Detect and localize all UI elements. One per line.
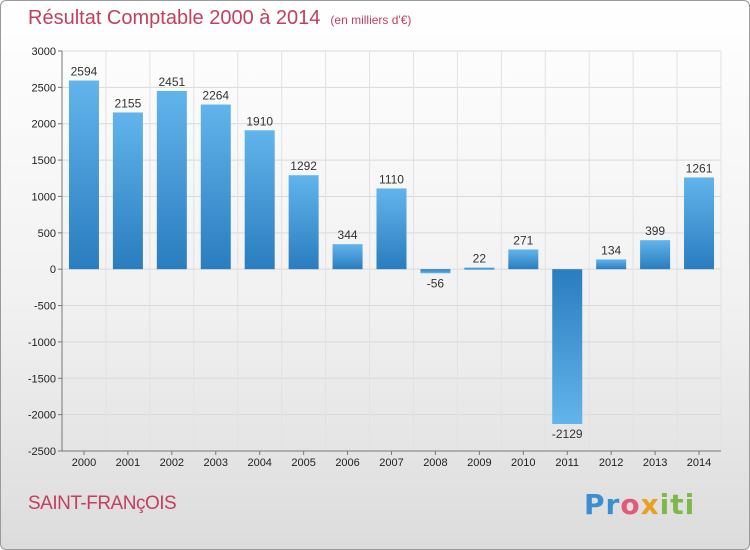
bar-label-2001: 2155 (115, 96, 142, 110)
x-axis: 2000 2001 2002 2003 2004 2005 2006 2007 2008 2009… (62, 450, 721, 469)
bar-2013 (640, 240, 671, 270)
bar-2003 (200, 104, 231, 270)
y-tick-label: 500 (38, 228, 56, 240)
x-tick-label-2004: 2004 (247, 457, 271, 469)
logo-part-2: o (620, 488, 641, 521)
y-tick-label: 0 (50, 264, 56, 276)
bar-label-2007: 1110 (379, 172, 404, 186)
x-tick-label-2005: 2005 (291, 457, 315, 469)
bar-label-2000: 2594 (71, 65, 98, 79)
bar-2001 (112, 112, 143, 270)
town-name: SAINT-FRANçOIS (28, 493, 177, 514)
x-tick-label-2007: 2007 (379, 457, 403, 469)
bar-label-2006: 344 (338, 228, 358, 242)
x-tick-label-2000: 2000 (72, 457, 96, 469)
bar-2010 (508, 249, 539, 270)
bar-label-2002: 2451 (158, 75, 185, 89)
bar-label-2008: -56 (427, 276, 445, 290)
bars (68, 80, 715, 425)
bar-label-2013: 399 (645, 224, 665, 238)
y-tick-label: -1000 (28, 337, 56, 349)
bar-label-2012: 134 (601, 243, 621, 257)
bar-2009 (464, 267, 495, 270)
x-tick-label-2002: 2002 (160, 457, 184, 469)
x-tick-label-2011: 2011 (555, 457, 579, 469)
proxiti-logo[interactable]: Proxiti (584, 488, 695, 521)
bar-2014 (684, 177, 715, 270)
x-tick-label-2010: 2010 (511, 457, 535, 469)
bar-label-2011: -2129 (552, 427, 583, 441)
y-tick-label: 2500 (32, 82, 56, 94)
bar-labels: 2594 2155 2451 2264 1910 1292 344 1110 -56 22 271 -… (71, 65, 713, 441)
x-tick-label-2012: 2012 (599, 457, 623, 469)
y-tick-label: -500 (34, 301, 56, 313)
bar-label-2004: 1910 (246, 114, 273, 128)
bar-2002 (156, 90, 187, 270)
bar-label-2014: 1261 (686, 161, 713, 175)
bar-label-2010: 271 (513, 233, 533, 247)
x-tick-label-2009: 2009 (467, 457, 491, 469)
y-axis: 3000 2500 2000 1500 1000 500 0 -500 -1000 -1500 -2… (28, 46, 63, 458)
x-tick-label-2013: 2013 (643, 457, 667, 469)
x-tick-label-2001: 2001 (116, 457, 140, 469)
y-tick-label: 2000 (32, 119, 56, 131)
y-tick-label: 1000 (32, 191, 56, 203)
bar-2011 (552, 269, 583, 425)
bar-2005 (288, 175, 319, 270)
logo-part-1: Pr (584, 488, 621, 521)
x-tick-label-2008: 2008 (423, 457, 447, 469)
bar-2004 (244, 130, 275, 270)
x-tick-label-2006: 2006 (335, 457, 359, 469)
bar-label-2003: 2264 (202, 89, 229, 103)
y-tick-label: 1500 (32, 155, 56, 167)
bar-label-2009: 22 (473, 252, 487, 266)
bar-2006 (332, 244, 363, 270)
logo-part-3: x (640, 488, 660, 521)
bar-2012 (596, 259, 627, 270)
x-tick-label-2014: 2014 (687, 457, 711, 469)
y-tick-label: -2000 (28, 410, 56, 422)
y-tick-label: -2500 (28, 446, 56, 458)
logo-part-4: iti (659, 488, 696, 521)
bar-2007 (376, 188, 407, 270)
chart-unit: (en milliers d'€) (330, 13, 412, 27)
chart-title: Résultat Comptable 2000 à 2014 (en millie… (28, 7, 411, 30)
y-tick-label: 3000 (32, 46, 56, 58)
chart-title-text: Résultat Comptable 2000 à 2014 (28, 7, 321, 29)
x-tick-label-2003: 2003 (204, 457, 228, 469)
bar-2000 (68, 80, 99, 270)
bar-2008 (420, 269, 451, 274)
bar-label-2005: 1292 (290, 159, 317, 173)
y-tick-label: -1500 (28, 373, 56, 385)
